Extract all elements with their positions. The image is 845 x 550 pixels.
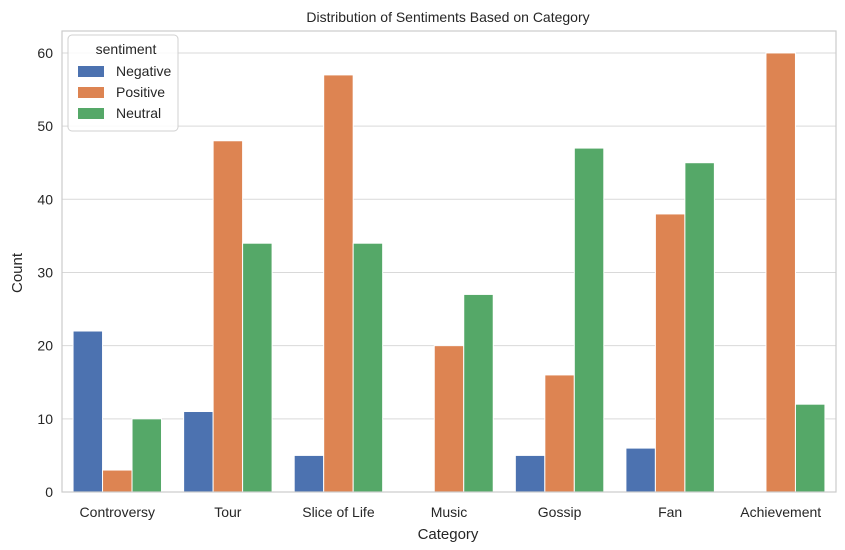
legend-label-positive: Positive — [116, 84, 165, 100]
bar-neutral-music — [463, 293, 494, 493]
legend: sentiment Negative Positive Neutral — [67, 34, 179, 132]
x-tick-label: Achievement — [740, 504, 821, 520]
bar-neutral-achievement — [794, 403, 826, 493]
bar-neutral-tour — [242, 242, 273, 493]
y-tick-label: 20 — [37, 338, 53, 354]
y-tick-label: 60 — [37, 45, 53, 61]
y-tick-label: 40 — [37, 191, 53, 207]
x-tick-label: Gossip — [538, 504, 582, 520]
bar-neutral-slice-of-life — [352, 242, 384, 493]
y-tick-label: 0 — [45, 484, 53, 500]
legend-swatch-negative — [78, 66, 104, 77]
bar-neutral-fan — [684, 162, 715, 493]
bar-positive-tour — [212, 140, 244, 493]
y-tick-labels: 0 10 20 30 40 50 60 — [37, 45, 53, 500]
legend-swatch-neutral — [78, 108, 104, 119]
bar-neutral-gossip — [573, 147, 605, 493]
y-tick-label: 50 — [37, 118, 53, 134]
legend-swatch-positive — [78, 87, 104, 98]
x-tick-labels: Controversy Tour Slice of Life Music Gossip F… — [80, 504, 822, 520]
y-tick-label: 10 — [37, 411, 53, 427]
x-tick-label: Music — [431, 504, 468, 520]
bar-positive-gossip — [544, 374, 575, 493]
bar-negative-controversy — [72, 330, 104, 493]
y-tick-label: 30 — [37, 264, 53, 280]
x-tick-label: Fan — [658, 504, 682, 520]
bar-negative-gossip — [514, 454, 546, 493]
bar-positive-music — [433, 345, 465, 493]
bar-positive-fan — [654, 213, 686, 493]
plot-frame — [61, 30, 837, 493]
legend-label-negative: Negative — [116, 63, 171, 79]
x-tick-label: Controversy — [80, 504, 155, 520]
bar-positive-achievement — [765, 52, 796, 493]
legend-title: sentiment — [96, 41, 157, 57]
bar-negative-tour — [183, 411, 214, 493]
bar-negative-slice-of-life — [293, 454, 325, 493]
bar-positive-slice-of-life — [323, 74, 354, 493]
y-axis-label: Count — [9, 252, 26, 293]
x-axis-label: Category — [418, 526, 479, 543]
x-tick-label: Slice of Life — [302, 504, 375, 520]
bars — [72, 52, 826, 493]
bar-neutral-controversy — [131, 418, 163, 493]
bar-positive-controversy — [102, 469, 133, 493]
legend-label-neutral: Neutral — [116, 105, 161, 121]
bar-negative-fan — [625, 447, 656, 493]
legend-frame — [67, 34, 179, 132]
x-tick-label: Tour — [214, 504, 242, 520]
chart-title: Distribution of Sentiments Based on Cate… — [306, 9, 589, 25]
